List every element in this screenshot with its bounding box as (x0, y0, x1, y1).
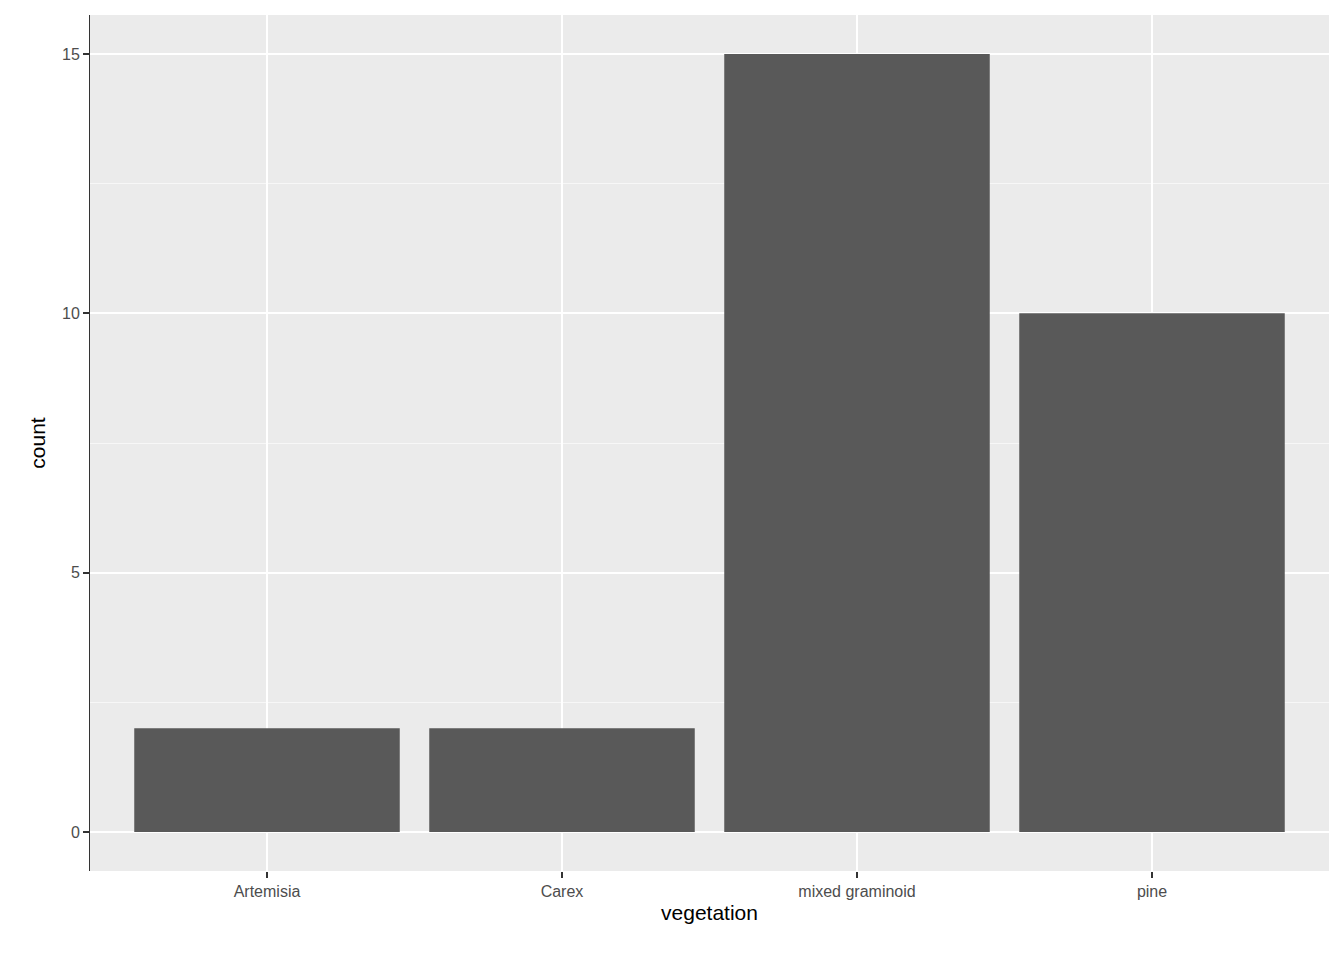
svg-text:Carex: Carex (541, 883, 584, 900)
svg-text:vegetation: vegetation (661, 901, 758, 924)
svg-text:15: 15 (62, 46, 80, 63)
svg-text:Artemisia: Artemisia (234, 883, 301, 900)
svg-text:pine: pine (1137, 883, 1167, 900)
svg-text:mixed graminoid: mixed graminoid (798, 883, 915, 900)
svg-text:0: 0 (71, 824, 80, 841)
svg-text:5: 5 (71, 564, 80, 581)
svg-text:count: count (26, 417, 49, 469)
svg-text:10: 10 (62, 305, 80, 322)
